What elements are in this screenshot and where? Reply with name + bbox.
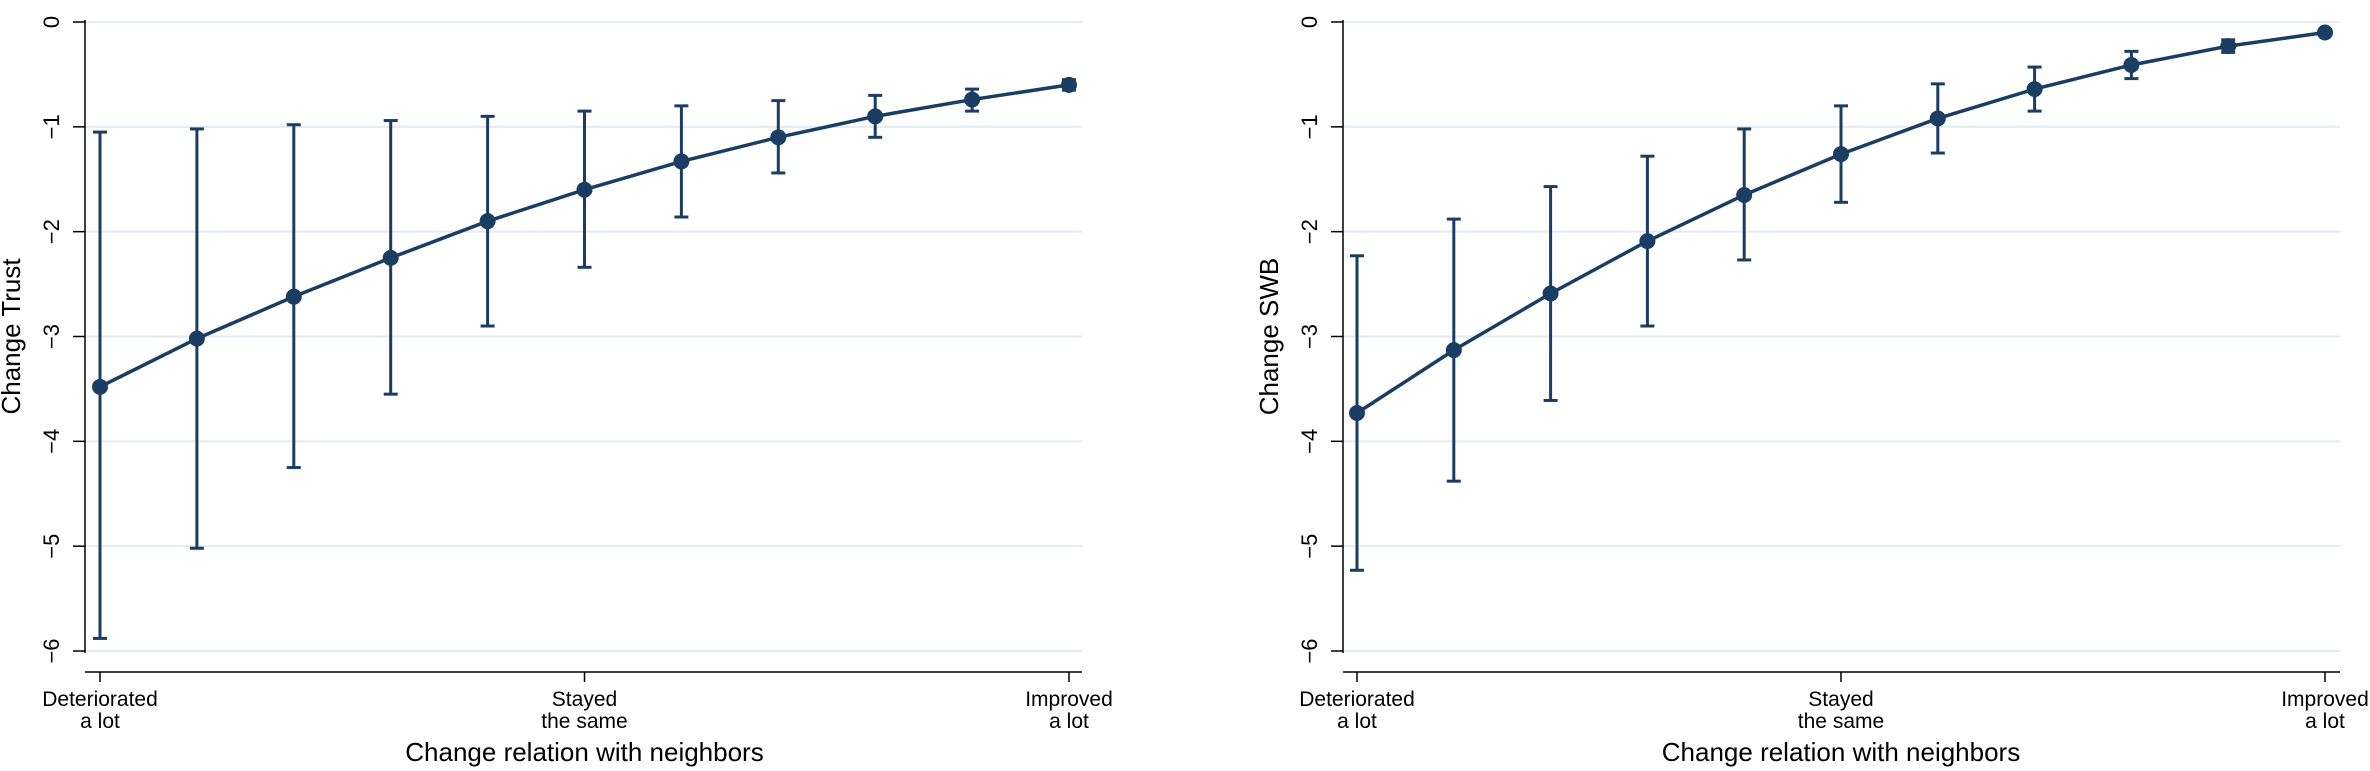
data-point (2026, 81, 2043, 98)
data-point (576, 181, 593, 198)
x-tick-label: the same (1798, 710, 1884, 733)
data-point (285, 288, 302, 305)
data-point (479, 213, 496, 230)
y-tick-label: −5 (39, 534, 64, 559)
data-point (1929, 110, 1946, 127)
data-point (867, 108, 884, 125)
y-axis-title: Change Trust (0, 258, 26, 415)
series-line (1356, 30, 2326, 415)
x-tick-label: Improved (1025, 688, 1113, 711)
x-tick-label: a lot (1049, 710, 1089, 733)
y-tick-label: −1 (39, 114, 64, 139)
x-axis-title: Change relation with neighbors (1662, 737, 2020, 767)
data-point (2123, 56, 2140, 73)
data-point (964, 91, 981, 108)
data-point (1061, 76, 1077, 93)
data-point (382, 249, 399, 266)
data-point (2220, 38, 2237, 55)
data-point (1542, 285, 1559, 302)
data-point (1833, 146, 1849, 163)
x-tick-label: Stayed (552, 688, 617, 711)
x-tick-label: Stayed (1808, 688, 1873, 711)
x-axis-title: Change relation with neighbors (405, 737, 763, 767)
y-tick-label: −2 (39, 219, 64, 244)
x-tick-label: Deteriorated (42, 688, 158, 711)
x-tick-label: a lot (1337, 710, 1377, 733)
data-point (1736, 186, 1753, 203)
x-tick-label: Deteriorated (1299, 688, 1415, 711)
data-point (92, 378, 108, 395)
y-tick-label: −4 (39, 429, 64, 454)
data-point (188, 330, 205, 347)
y-tick-label: −3 (39, 324, 64, 349)
data-point (2317, 24, 2333, 41)
y-tick-label: −5 (1297, 534, 1322, 559)
x-tick-label: the same (541, 710, 627, 733)
data-point (673, 153, 690, 170)
y-tick-label: −6 (1297, 638, 1322, 663)
y-tick-label: −2 (1297, 219, 1322, 244)
y-tick-label: 0 (1297, 16, 1322, 28)
y-tick-label: −6 (39, 638, 64, 663)
y-tick-label: 0 (39, 16, 64, 28)
x-tick-label: a lot (80, 710, 120, 733)
y-axis-title: Change SWB (1254, 258, 1284, 416)
data-point (1349, 405, 1365, 422)
data-point (1445, 342, 1462, 359)
y-tick-label: −1 (1297, 114, 1322, 139)
y-tick-label: −3 (1297, 324, 1322, 349)
data-point (1639, 233, 1656, 250)
y-tick-label: −4 (1297, 429, 1322, 454)
x-tick-label: Improved (2281, 688, 2369, 711)
x-tick-label: a lot (2305, 710, 2345, 733)
data-point (770, 129, 787, 146)
